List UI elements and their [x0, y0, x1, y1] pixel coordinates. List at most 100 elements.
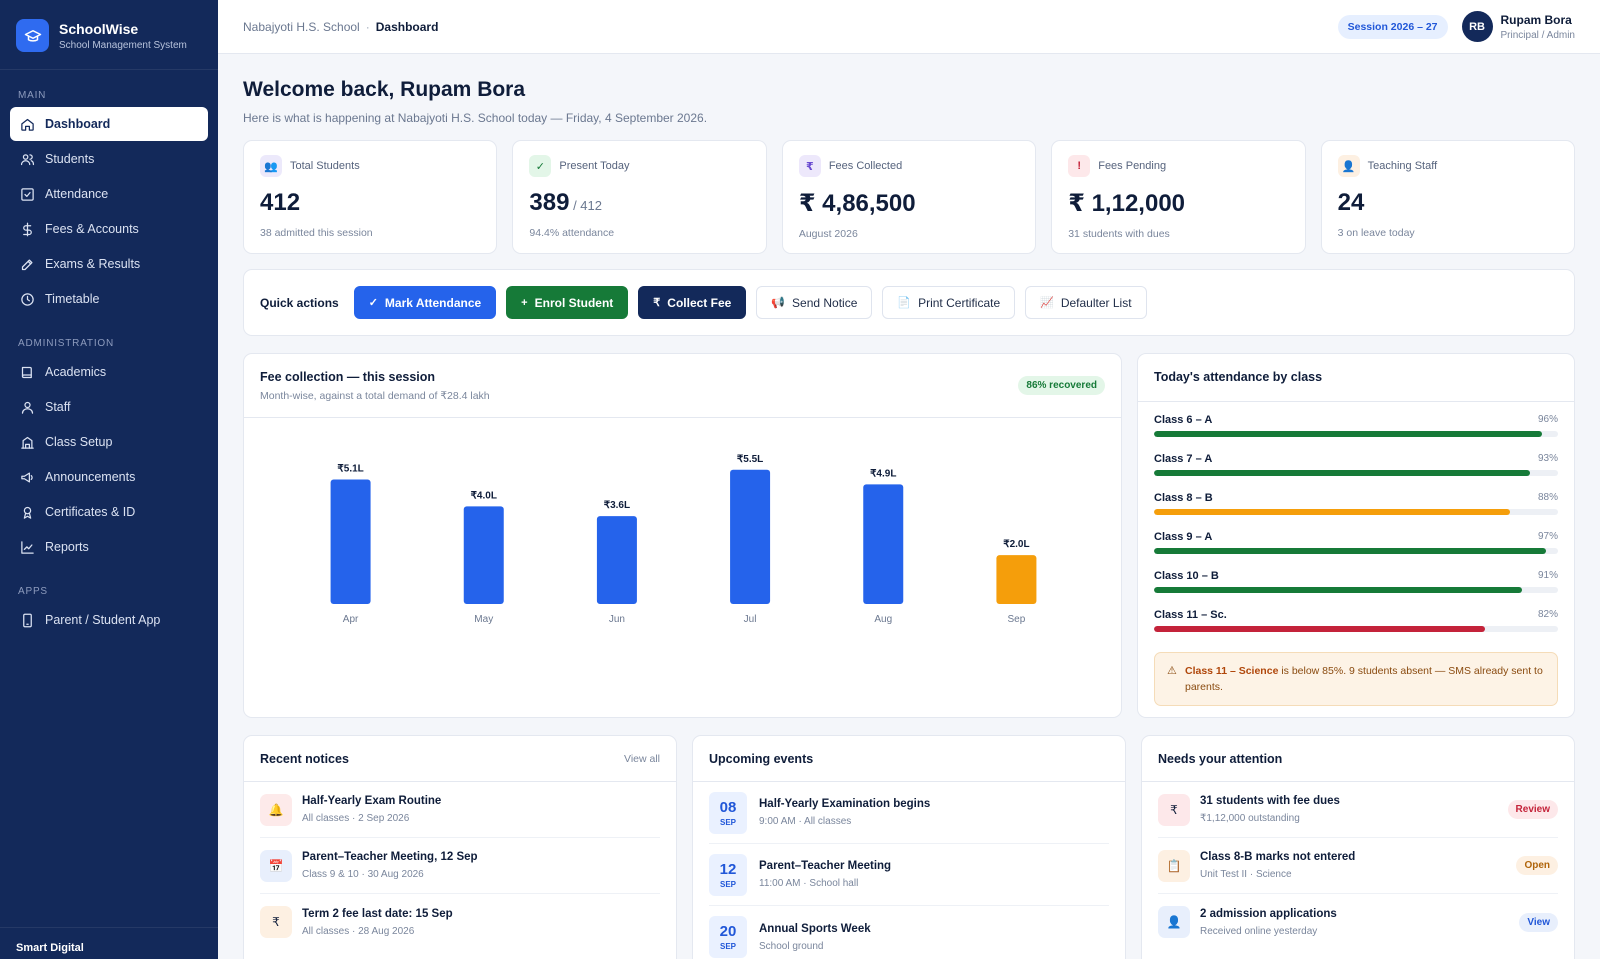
view-button[interactable]: View [1519, 912, 1558, 932]
notice-item[interactable]: 📅 Parent–Teacher Meeting, 12 Sep Class 9 &… [260, 838, 660, 894]
stat-value: 389 / 412 [529, 189, 749, 217]
attendance-bar-fill [1154, 587, 1522, 593]
stat-label: Present Today [559, 160, 630, 172]
stat-card-fees-pending[interactable]: ! Fees Pending ₹ 1,12,000 31 students with … [1051, 140, 1306, 254]
class-name: Class 7 – A [1154, 453, 1213, 465]
recovered-badge: 86% recovered [1018, 376, 1105, 395]
attendance-bar-fill [1154, 470, 1530, 476]
send-notice-button[interactable]: 📢 Send Notice [756, 286, 873, 319]
sidebar-item-exams-results[interactable]: Exams & Results [10, 247, 208, 281]
sidebar-item-attendance[interactable]: Attendance [10, 177, 208, 211]
stat-card-total-students[interactable]: 👥 Total Students 412 38 admitted this sessi… [243, 140, 498, 254]
sidebar-item-timetable[interactable]: Timetable [10, 282, 208, 316]
stat-card-fees-collected[interactable]: ₹ Fees Collected ₹ 4,86,500 August 2026 [781, 140, 1037, 254]
attendance-row[interactable]: Class 6 – A 96% [1154, 402, 1558, 441]
stat-card-present-today[interactable]: ✓ Present Today 389 / 412 94.4% attendance [512, 140, 767, 254]
collect-fee-button[interactable]: ₹ Collect Fee [638, 286, 747, 319]
sidebar-item-academics[interactable]: Academics [10, 355, 208, 389]
sidebar-item-label: Students [45, 152, 95, 166]
attention-title: Class 8-B marks not entered [1200, 851, 1356, 863]
sidebar-item-label: Parent / Student App [45, 613, 161, 627]
bar-may[interactable] [463, 506, 504, 604]
bell-icon: 🔔 [260, 793, 292, 826]
sidebar-item-label: Reports [45, 540, 89, 554]
brand[interactable]: SchoolWise School Management System [0, 0, 218, 70]
event-item[interactable]: 12 SEP Parent–Teacher Meeting 11:00 AM · Sc… [709, 844, 1109, 906]
notice-item[interactable]: 🔔 Half-Yearly Exam Routine All classes · 2… [260, 782, 660, 838]
button-label: Defaulter List [1060, 295, 1132, 310]
event-date: 08 SEP [709, 791, 747, 834]
attention-title: 2 admission applications [1200, 907, 1337, 920]
sidebar-item-students[interactable]: Students [10, 142, 208, 176]
attention-item[interactable]: ₹31 students with fee dues ₹1,12,000 outs… [1158, 782, 1558, 838]
breadcrumb-school[interactable]: Nabajyoti H.S. School [243, 19, 360, 34]
alert-text: is below 85%. 9 students absent — SMS al… [1185, 665, 1543, 693]
x-tick-label: Apr [343, 614, 359, 625]
event-item[interactable]: 20 SEP Annual Sports Week School ground [709, 906, 1109, 959]
bar-aug[interactable] [863, 484, 904, 604]
attendance-percent: 93% [1537, 453, 1558, 464]
attention-meta: Unit Test II · Science [1200, 869, 1292, 880]
fee-card-subtitle: Month-wise, against a total demand of ₹2… [260, 390, 490, 402]
attendance-percent: 96% [1537, 414, 1558, 425]
open-button[interactable]: Open [1516, 856, 1558, 875]
stat-card-teaching-staff[interactable]: 👤 Teaching Staff 24 3 on leave today [1320, 140, 1576, 254]
stat-label: Fees Pending [1098, 160, 1167, 172]
attention-item[interactable]: 📋 Class 8-B marks not entered Unit Test II… [1158, 838, 1558, 894]
review-button[interactable]: Review [1507, 800, 1558, 819]
user-menu[interactable]: Rupam Bora Principal / Admin [1501, 13, 1575, 41]
stat-note: 3 on leave today [1337, 227, 1415, 239]
notices-card: Recent notices View all 🔔 Half-Yearly Exa… [243, 735, 677, 959]
bar-value-label: ₹3.6L [604, 500, 630, 511]
session-selector[interactable]: Session 2026 – 27 [1337, 14, 1448, 39]
breadcrumb-separator: · [365, 19, 370, 34]
sidebar-item-fees-accounts[interactable]: Fees & Accounts [10, 212, 208, 246]
sidebar-item-dashboard[interactable]: Dashboard [10, 107, 208, 141]
sidebar-item-label: Academics [45, 365, 107, 379]
stat-note: 31 students with dues [1068, 228, 1170, 240]
notice-item[interactable]: ₹ Term 2 fee last date: 15 Sep All classes… [260, 894, 660, 950]
attendance-row[interactable]: Class 9 – A 97% [1154, 519, 1558, 558]
view-all-link[interactable]: View all [624, 753, 660, 765]
clipboard-icon: 📋 [1158, 849, 1190, 882]
notices-title: Recent notices [260, 752, 349, 766]
event-date: 20 SEP [709, 916, 747, 958]
enrol-student-button[interactable]: + Enrol Student [506, 286, 629, 319]
quick-actions-label: Quick actions [260, 295, 339, 310]
attendance-card: Today's attendance by class Class 6 – A 9… [1137, 353, 1575, 718]
sidebar-item-announcements[interactable]: Announcements [10, 460, 208, 494]
bar-value-label: ₹5.5L [737, 454, 763, 465]
checkbox-icon [21, 187, 34, 201]
phone-icon [23, 613, 32, 627]
sidebar-item-certificates-id[interactable]: Certificates & ID [10, 495, 208, 529]
event-item[interactable]: 08 SEP Half-Yearly Examination begins 9:00 … [709, 782, 1109, 844]
sidebar-item-label: Class Setup [45, 435, 113, 449]
check-icon: ✓ [529, 155, 552, 177]
users-icon: 👥 [260, 155, 282, 177]
mark-attendance-button[interactable]: ✓ Mark Attendance [353, 286, 497, 319]
event-date: 12 SEP [709, 853, 747, 896]
avatar[interactable]: RB [1461, 11, 1493, 42]
megaphone-icon [21, 472, 33, 482]
class-name: Class 8 – B [1154, 492, 1213, 504]
notice-meta: All classes · 28 Aug 2026 [302, 925, 415, 937]
attendance-row[interactable]: Class 8 – B 88% [1154, 480, 1558, 519]
print-certificate-button[interactable]: 📄 Print Certificate [882, 286, 1016, 319]
bar-jun[interactable] [596, 516, 637, 604]
x-tick-label: Aug [874, 614, 892, 625]
sidebar-item-class-setup[interactable]: Class Setup [10, 425, 208, 459]
attendance-row[interactable]: Class 11 – Sc. 82% [1154, 597, 1558, 636]
attendance-row[interactable]: Class 10 – B 91% [1154, 558, 1558, 597]
bar-apr[interactable] [330, 479, 371, 604]
bar-jul[interactable] [730, 469, 771, 604]
sidebar-item-parent-student-app[interactable]: Parent / Student App [10, 603, 208, 637]
notice-title: Half-Yearly Exam Routine [302, 795, 442, 807]
bar-sep[interactable] [996, 555, 1037, 604]
defaulter-list-button[interactable]: 📈 Defaulter List [1025, 286, 1147, 319]
stat-value: 412 [260, 189, 480, 217]
attendance-row[interactable]: Class 7 – A 93% [1154, 441, 1558, 480]
sidebar-item-staff[interactable]: Staff [10, 390, 208, 424]
sidebar-item-reports[interactable]: Reports [10, 530, 208, 564]
stat-value-number: 412 [260, 189, 301, 216]
attention-item[interactable]: 👤 2 admission applications Received online… [1158, 894, 1558, 950]
